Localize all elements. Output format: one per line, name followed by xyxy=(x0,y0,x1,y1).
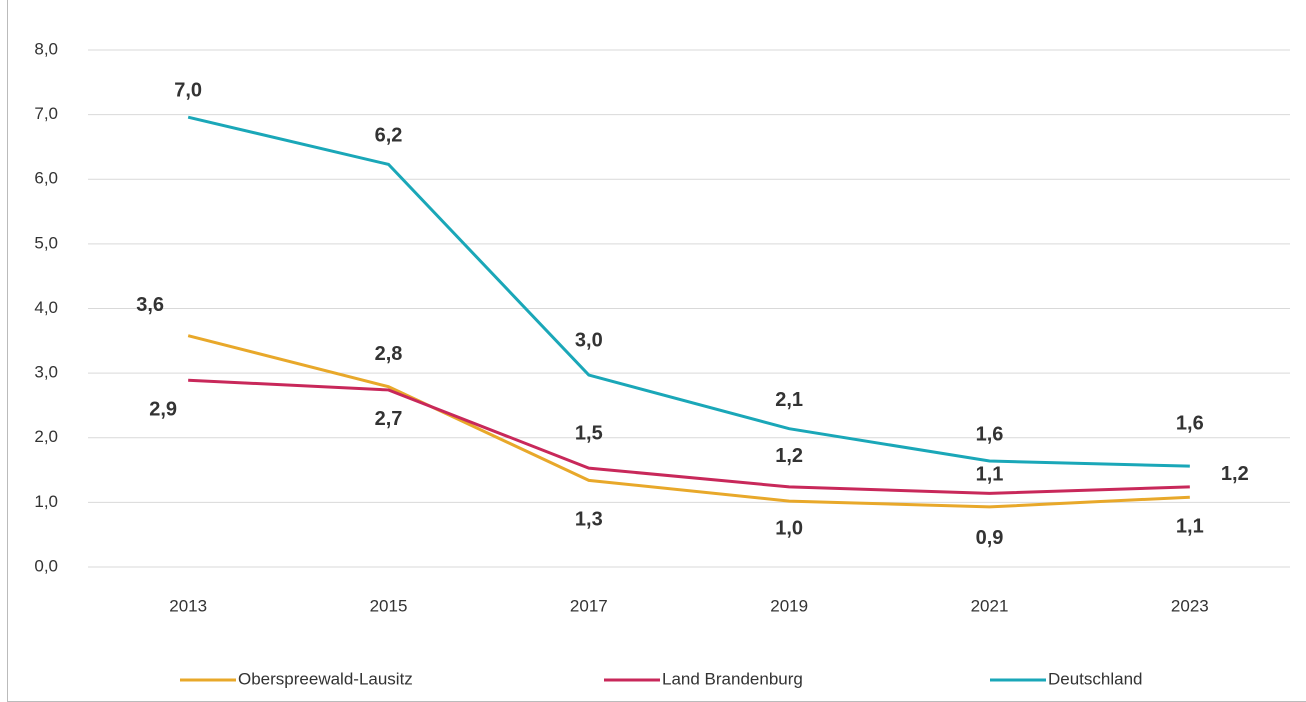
data-label: 1,1 xyxy=(1176,515,1204,537)
data-label: 6,2 xyxy=(375,125,403,147)
data-label: 1,3 xyxy=(575,509,603,531)
series-line xyxy=(188,378,1190,495)
y-tick-label: 2,0 xyxy=(34,427,58,446)
legend-label: Land Brandenburg xyxy=(662,669,803,688)
data-label: 1,6 xyxy=(976,423,1004,445)
data-label: 1,0 xyxy=(775,517,803,539)
y-tick-label: 6,0 xyxy=(34,169,58,188)
data-label: 0,9 xyxy=(976,527,1004,549)
data-label: 3,6 xyxy=(136,294,164,316)
x-tick-label: 2013 xyxy=(169,596,207,615)
data-label: 2,9 xyxy=(149,399,177,421)
legend-label: Deutschland xyxy=(1048,669,1143,688)
data-label: 2,1 xyxy=(775,389,803,411)
series-line xyxy=(187,115,1190,468)
data-label: 1,1 xyxy=(976,464,1004,486)
y-tick-label: 8,0 xyxy=(34,39,58,58)
x-tick-label: 2017 xyxy=(570,596,608,615)
data-label: 2,8 xyxy=(375,343,403,365)
y-tick-label: 0,0 xyxy=(34,556,58,575)
x-tick-label: 2015 xyxy=(370,596,408,615)
data-label: 1,5 xyxy=(575,422,603,444)
data-label: 1,6 xyxy=(1176,412,1204,434)
y-tick-label: 5,0 xyxy=(34,233,58,252)
x-tick-label: 2021 xyxy=(971,596,1009,615)
data-label: 1,2 xyxy=(1221,463,1249,485)
series-line xyxy=(187,334,1190,509)
x-tick-label: 2019 xyxy=(770,596,808,615)
y-tick-label: 1,0 xyxy=(34,492,58,511)
data-label: 1,2 xyxy=(775,445,803,467)
x-tick-label: 2023 xyxy=(1171,596,1209,615)
y-tick-label: 7,0 xyxy=(34,104,58,123)
y-tick-label: 3,0 xyxy=(34,363,58,382)
data-label: 2,7 xyxy=(375,408,403,430)
legend-label: Oberspreewald-Lausitz xyxy=(238,669,413,688)
data-label: 7,0 xyxy=(174,79,202,101)
data-label: 3,0 xyxy=(575,329,603,351)
y-tick-label: 4,0 xyxy=(34,298,58,317)
